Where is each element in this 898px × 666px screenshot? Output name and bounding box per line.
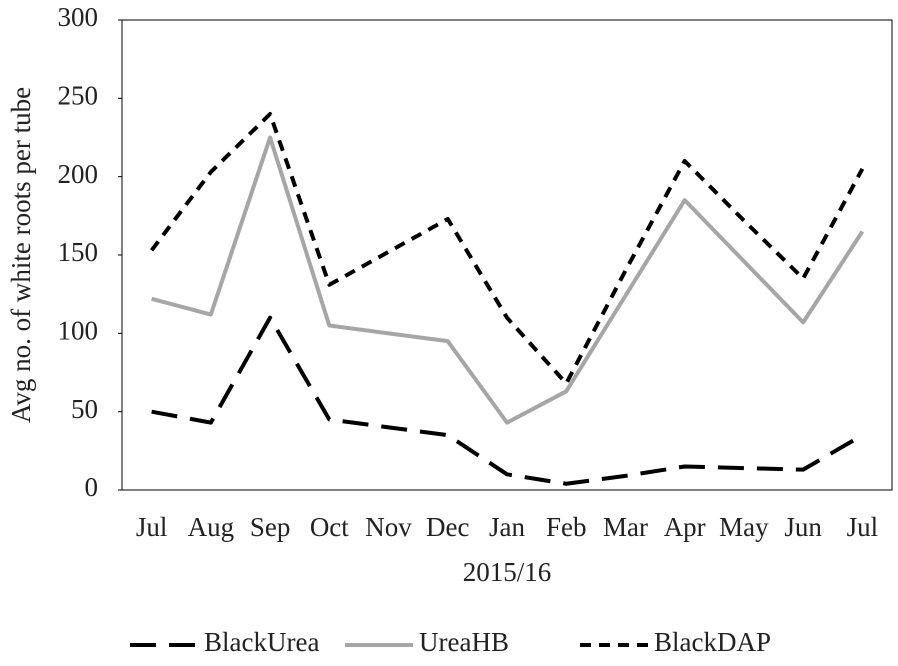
x-axis-label: 2015/16 xyxy=(463,557,552,587)
series-line xyxy=(151,315,864,486)
y-tick-label: 150 xyxy=(58,237,99,267)
x-tick-label: Oct xyxy=(310,512,349,542)
x-tick-label: Jun xyxy=(784,512,822,542)
y-tick-label: 300 xyxy=(58,2,99,32)
y-tick-label: 100 xyxy=(58,316,99,346)
x-tick-label: Jul xyxy=(136,512,168,542)
x-tick-label: May xyxy=(719,512,769,542)
y-tick-label: 50 xyxy=(71,394,98,424)
x-tick-label: Jul xyxy=(847,512,879,542)
y-tick-label: 200 xyxy=(58,159,99,189)
y-tick-label: 0 xyxy=(85,472,99,502)
x-tick-label: Feb xyxy=(546,512,587,542)
legend-label: BlackDAP xyxy=(654,627,771,657)
x-tick-label: Aug xyxy=(188,512,235,542)
x-tick-label: Jan xyxy=(489,512,525,542)
x-tick-label: Sep xyxy=(250,512,291,542)
legend-label: UreaHB xyxy=(419,627,509,657)
series-line xyxy=(151,135,865,425)
x-tick-label: Mar xyxy=(603,512,648,542)
y-axis-label: Avg no. of white roots per tube xyxy=(6,87,36,423)
x-tick-label: Apr xyxy=(664,512,706,542)
x-tick-label: Nov xyxy=(365,512,412,542)
series-line xyxy=(150,112,865,386)
x-tick-label: Dec xyxy=(426,512,469,542)
legend-label: BlackUrea xyxy=(204,627,319,657)
y-tick-label: 250 xyxy=(58,81,99,111)
